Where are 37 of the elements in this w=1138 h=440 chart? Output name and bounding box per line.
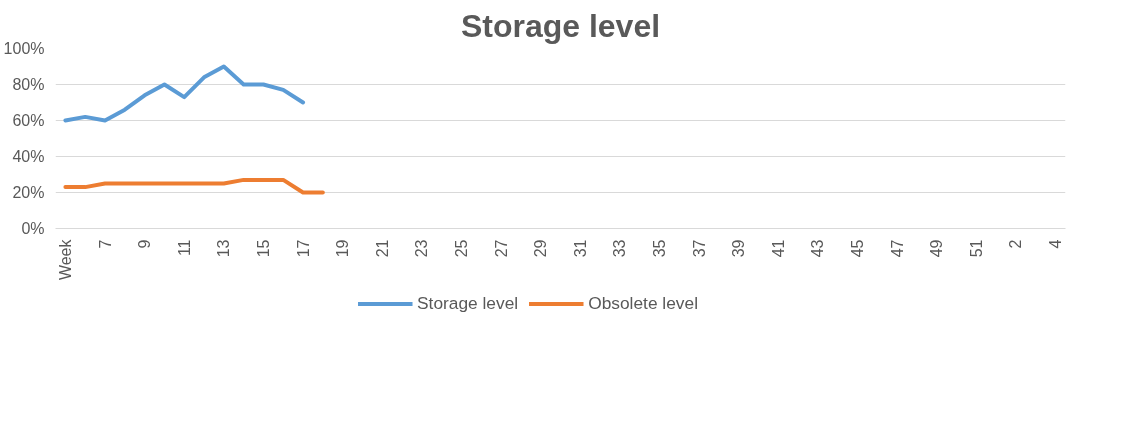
y-tick-label: 100% <box>3 40 45 57</box>
y-tick-label: 60% <box>12 112 45 129</box>
x-tick-label: 35 <box>651 239 669 258</box>
y-tick-label: 20% <box>12 184 45 201</box>
x-tick-label: 7 <box>96 239 114 249</box>
x-tick-label: 9 <box>136 239 154 249</box>
x-tick-label: 43 <box>809 239 827 258</box>
y-tick-label: 0% <box>21 220 45 237</box>
x-tick-label: 27 <box>492 239 510 258</box>
x-tick-label: Week <box>56 238 74 281</box>
x-tick-label: 15 <box>254 239 272 258</box>
x-tick-label: 4 <box>1047 239 1065 249</box>
line-series <box>63 177 325 195</box>
x-tick-label: 2 <box>1007 239 1025 249</box>
x-tick-label: 25 <box>452 239 470 258</box>
y-tick-label: 40% <box>12 148 45 165</box>
legend-label: Obsolete level <box>588 292 698 314</box>
x-tick-label: 49 <box>928 239 946 258</box>
x-tick-label: 39 <box>730 239 748 258</box>
x-tick-label: 29 <box>532 239 550 258</box>
x-tick-label: 33 <box>611 239 629 258</box>
x-tick-label: 21 <box>373 239 391 258</box>
x-tick-label: 19 <box>334 239 352 258</box>
x-tick-label: 37 <box>690 239 708 258</box>
line-series <box>63 64 306 123</box>
x-tick-label: 41 <box>769 239 787 258</box>
x-tick-label: 23 <box>413 239 431 258</box>
chart-title: Storage level <box>460 7 661 44</box>
x-tick-label: 31 <box>571 239 589 258</box>
x-tick-label: 11 <box>175 239 193 257</box>
x-tick-label: 17 <box>294 239 312 258</box>
x-tick-label: 45 <box>849 239 867 258</box>
x-tick-label: 47 <box>888 239 906 258</box>
y-tick-label: 80% <box>12 76 45 93</box>
x-tick-label: 13 <box>215 239 233 258</box>
x-tick-label: 51 <box>967 239 985 258</box>
legend-label: Storage level <box>417 292 519 314</box>
